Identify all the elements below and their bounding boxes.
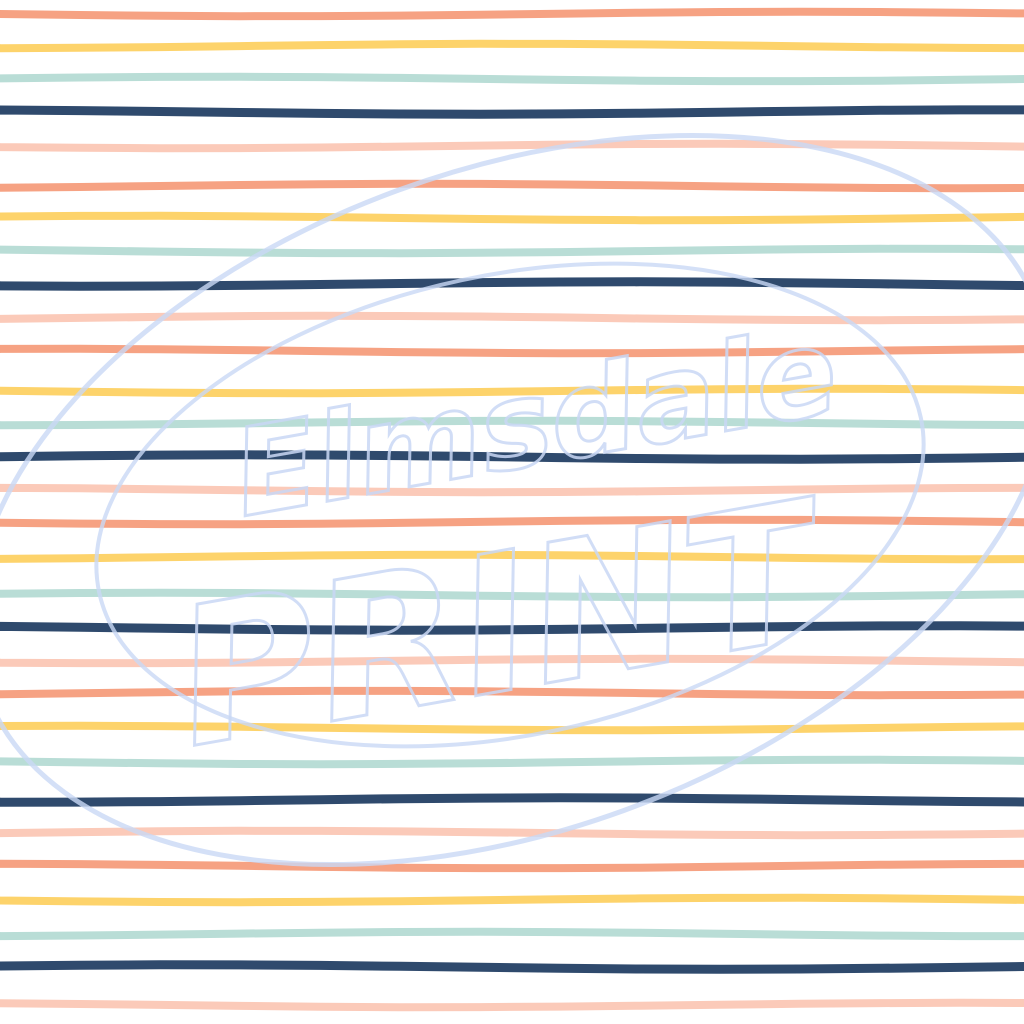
- stripe-yellow: [0, 384, 1024, 398]
- stripe-yellow: [0, 550, 1024, 564]
- stripe-navy: [0, 450, 1024, 464]
- stripe-coral: [0, 7, 1024, 21]
- watermark-outer-ellipse: [0, 133, 1024, 867]
- stripe-coral: [0, 344, 1024, 358]
- stripe-navy: [0, 621, 1024, 635]
- stripe-pink: [0, 483, 1024, 497]
- stripe-pink: [0, 654, 1024, 668]
- stripe-pink: [0, 311, 1024, 325]
- stripe-navy: [0, 105, 1024, 119]
- stripe-coral: [0, 686, 1024, 700]
- stripe-mint: [0, 416, 1024, 430]
- stripe-coral: [0, 515, 1024, 529]
- stripe-navy: [0, 793, 1024, 807]
- stripe-mint: [0, 72, 1024, 86]
- stripe-pink: [0, 826, 1024, 840]
- stripe-mint: [0, 244, 1024, 258]
- stripe-mint: [0, 588, 1024, 602]
- stripe-mint: [0, 927, 1024, 941]
- stripe-yellow: [0, 39, 1024, 53]
- stripe-navy: [0, 960, 1024, 974]
- stripe-yellow: [0, 893, 1024, 907]
- stripe-coral: [0, 859, 1024, 873]
- stripe-yellow: [0, 721, 1024, 735]
- stripe-navy: [0, 277, 1024, 291]
- stripe-pink: [0, 139, 1024, 153]
- stripe-pink: [0, 998, 1024, 1012]
- stripe-coral: [0, 179, 1024, 193]
- stripe-mint: [0, 755, 1024, 769]
- watermark-inner-ellipse: [94, 261, 926, 749]
- stripe-yellow: [0, 211, 1024, 225]
